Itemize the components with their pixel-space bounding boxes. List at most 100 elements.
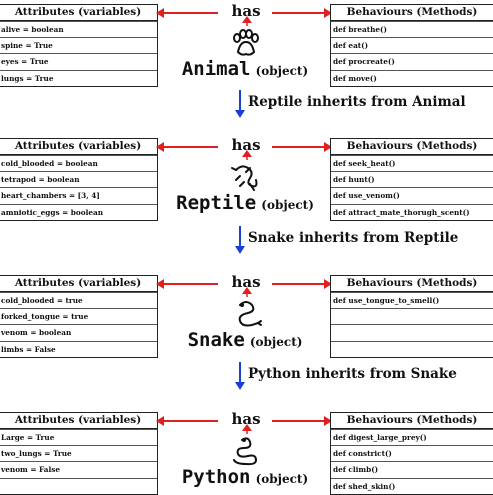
class-name: Reptile bbox=[176, 192, 257, 214]
animal-behaviours-table: Behaviours (Methods) def breathe() def e… bbox=[330, 4, 493, 87]
python-behaviours-table: Behaviours (Methods) def digest_large_pr… bbox=[330, 412, 493, 495]
has-arrow-up-icon bbox=[242, 287, 252, 297]
has-label: has bbox=[231, 2, 261, 20]
python-class-block: Attributes (variables) Large = True two_… bbox=[0, 408, 493, 495]
attribute-row bbox=[0, 477, 157, 494]
has-arrow-right-line bbox=[272, 146, 328, 148]
method-row: def seek_heat() bbox=[331, 155, 493, 171]
inheritance-label: Reptile inherits from Animal bbox=[248, 94, 466, 110]
has-label: has bbox=[231, 136, 261, 154]
class-name: Animal bbox=[181, 58, 251, 80]
method-row: def digest_large_prey() bbox=[331, 429, 493, 445]
reptile-object-title: Reptile (object) bbox=[160, 192, 330, 214]
behaviours-header: Behaviours (Methods) bbox=[331, 139, 493, 155]
has-arrow-right-head bbox=[324, 279, 332, 289]
attribute-row: venom = boolean bbox=[0, 324, 157, 340]
has-arrow-right-head bbox=[324, 142, 332, 152]
attribute-row: two_lungs = True bbox=[0, 445, 157, 461]
snake-attributes-table: Attributes (variables) cold_blooded = tr… bbox=[0, 275, 158, 358]
attributes-header: Attributes (variables) bbox=[0, 139, 157, 155]
class-name: Snake bbox=[187, 329, 245, 351]
attribute-row: heart_chambers = [3, 4] bbox=[0, 187, 157, 203]
attribute-row: cold_blooded = boolean bbox=[0, 155, 157, 171]
reptile-class-block: Attributes (variables) cold_blooded = bo… bbox=[0, 134, 493, 221]
method-row bbox=[331, 308, 493, 324]
has-arrow-right-line bbox=[272, 12, 328, 14]
animal-object-title: Animal (object) bbox=[160, 58, 330, 80]
down-arrow-icon bbox=[235, 246, 245, 254]
behaviours-header: Behaviours (Methods) bbox=[331, 413, 493, 429]
has-arrow-up-icon bbox=[242, 16, 252, 26]
method-row bbox=[331, 340, 493, 357]
snake-behaviours-table: Behaviours (Methods) def use_tongue_to_s… bbox=[330, 275, 493, 358]
attributes-header: Attributes (variables) bbox=[0, 413, 157, 429]
attributes-header: Attributes (variables) bbox=[0, 276, 157, 292]
has-label: has bbox=[231, 273, 261, 291]
attribute-row: lungs = True bbox=[0, 69, 157, 86]
class-name: Python bbox=[181, 466, 251, 488]
snake-object-title: Snake (object) bbox=[160, 329, 330, 351]
object-suffix: (object) bbox=[249, 335, 303, 349]
has-arrow-left-line bbox=[160, 283, 218, 285]
method-row: def procreate() bbox=[331, 53, 493, 69]
has-arrow-right-head bbox=[324, 8, 332, 18]
object-suffix: (object) bbox=[261, 198, 314, 212]
has-arrow-left-line bbox=[160, 12, 218, 14]
method-row: def attract_mate_thorugh_scent() bbox=[331, 203, 493, 220]
method-row: def use_venom() bbox=[331, 187, 493, 203]
animal-attributes-table: Attributes (variables) alive = boolean s… bbox=[0, 4, 158, 87]
snake-icon bbox=[238, 301, 262, 327]
method-row: def eat() bbox=[331, 37, 493, 53]
method-row: def use_tongue_to_smell() bbox=[331, 292, 493, 308]
has-arrow-left-line bbox=[160, 146, 218, 148]
has-arrow-right-head bbox=[324, 416, 332, 426]
inheritance-arrow-reptile: Reptile inherits from Animal bbox=[234, 90, 493, 120]
inherit-arrow-line bbox=[239, 90, 241, 112]
inheritance-arrow-snake: Snake inherits from Reptile bbox=[234, 226, 493, 256]
method-row: def constrict() bbox=[331, 445, 493, 461]
down-arrow-icon bbox=[235, 382, 245, 390]
down-arrow-icon bbox=[235, 110, 245, 118]
attribute-row: venom = False bbox=[0, 461, 157, 477]
python-attributes-table: Attributes (variables) Large = True two_… bbox=[0, 412, 158, 495]
method-row: def climb() bbox=[331, 461, 493, 477]
attribute-row: spine = True bbox=[0, 37, 157, 53]
inherit-arrow-line bbox=[239, 226, 241, 248]
attribute-row: alive = boolean bbox=[0, 21, 157, 37]
object-suffix: (object) bbox=[255, 472, 309, 486]
reptile-attributes-table: Attributes (variables) cold_blooded = bo… bbox=[0, 138, 158, 221]
method-row bbox=[331, 324, 493, 340]
behaviours-header: Behaviours (Methods) bbox=[331, 5, 493, 21]
lizard-icon bbox=[231, 165, 258, 191]
method-row: def breathe() bbox=[331, 21, 493, 37]
method-row: def hunt() bbox=[331, 171, 493, 187]
snake-class-block: Attributes (variables) cold_blooded = tr… bbox=[0, 271, 493, 358]
attribute-row: cold_blooded = true bbox=[0, 292, 157, 308]
attribute-row: forked_tongue = true bbox=[0, 308, 157, 324]
python-snake-icon bbox=[233, 437, 258, 466]
behaviours-header: Behaviours (Methods) bbox=[331, 276, 493, 292]
paw-icon bbox=[233, 29, 259, 56]
animal-class-block: Attributes (variables) alive = boolean s… bbox=[0, 0, 493, 87]
method-row: def move() bbox=[331, 69, 493, 86]
inheritance-label: Snake inherits from Reptile bbox=[248, 230, 459, 246]
attribute-row: limbs = False bbox=[0, 340, 157, 357]
has-arrow-left-line bbox=[160, 420, 218, 422]
attribute-row: amniotic_eggs = boolean bbox=[0, 203, 157, 220]
has-arrow-up-icon bbox=[242, 424, 252, 434]
method-row: def shed_skin() bbox=[331, 477, 493, 494]
has-arrow-up-icon bbox=[242, 150, 252, 160]
inherit-arrow-line bbox=[239, 362, 241, 384]
has-arrow-right-line bbox=[272, 420, 328, 422]
inheritance-arrow-python: Python inherits from Snake bbox=[234, 362, 493, 392]
attributes-header: Attributes (variables) bbox=[0, 5, 157, 21]
python-object-title: Python (object) bbox=[160, 466, 330, 488]
object-suffix: (object) bbox=[255, 64, 309, 78]
has-label: has bbox=[231, 410, 261, 428]
attribute-row: Large = True bbox=[0, 429, 157, 445]
has-arrow-right-line bbox=[272, 283, 328, 285]
attribute-row: tetrapod = boolean bbox=[0, 171, 157, 187]
inheritance-label: Python inherits from Snake bbox=[248, 366, 457, 382]
reptile-behaviours-table: Behaviours (Methods) def seek_heat() def… bbox=[330, 138, 493, 221]
attribute-row: eyes = True bbox=[0, 53, 157, 69]
